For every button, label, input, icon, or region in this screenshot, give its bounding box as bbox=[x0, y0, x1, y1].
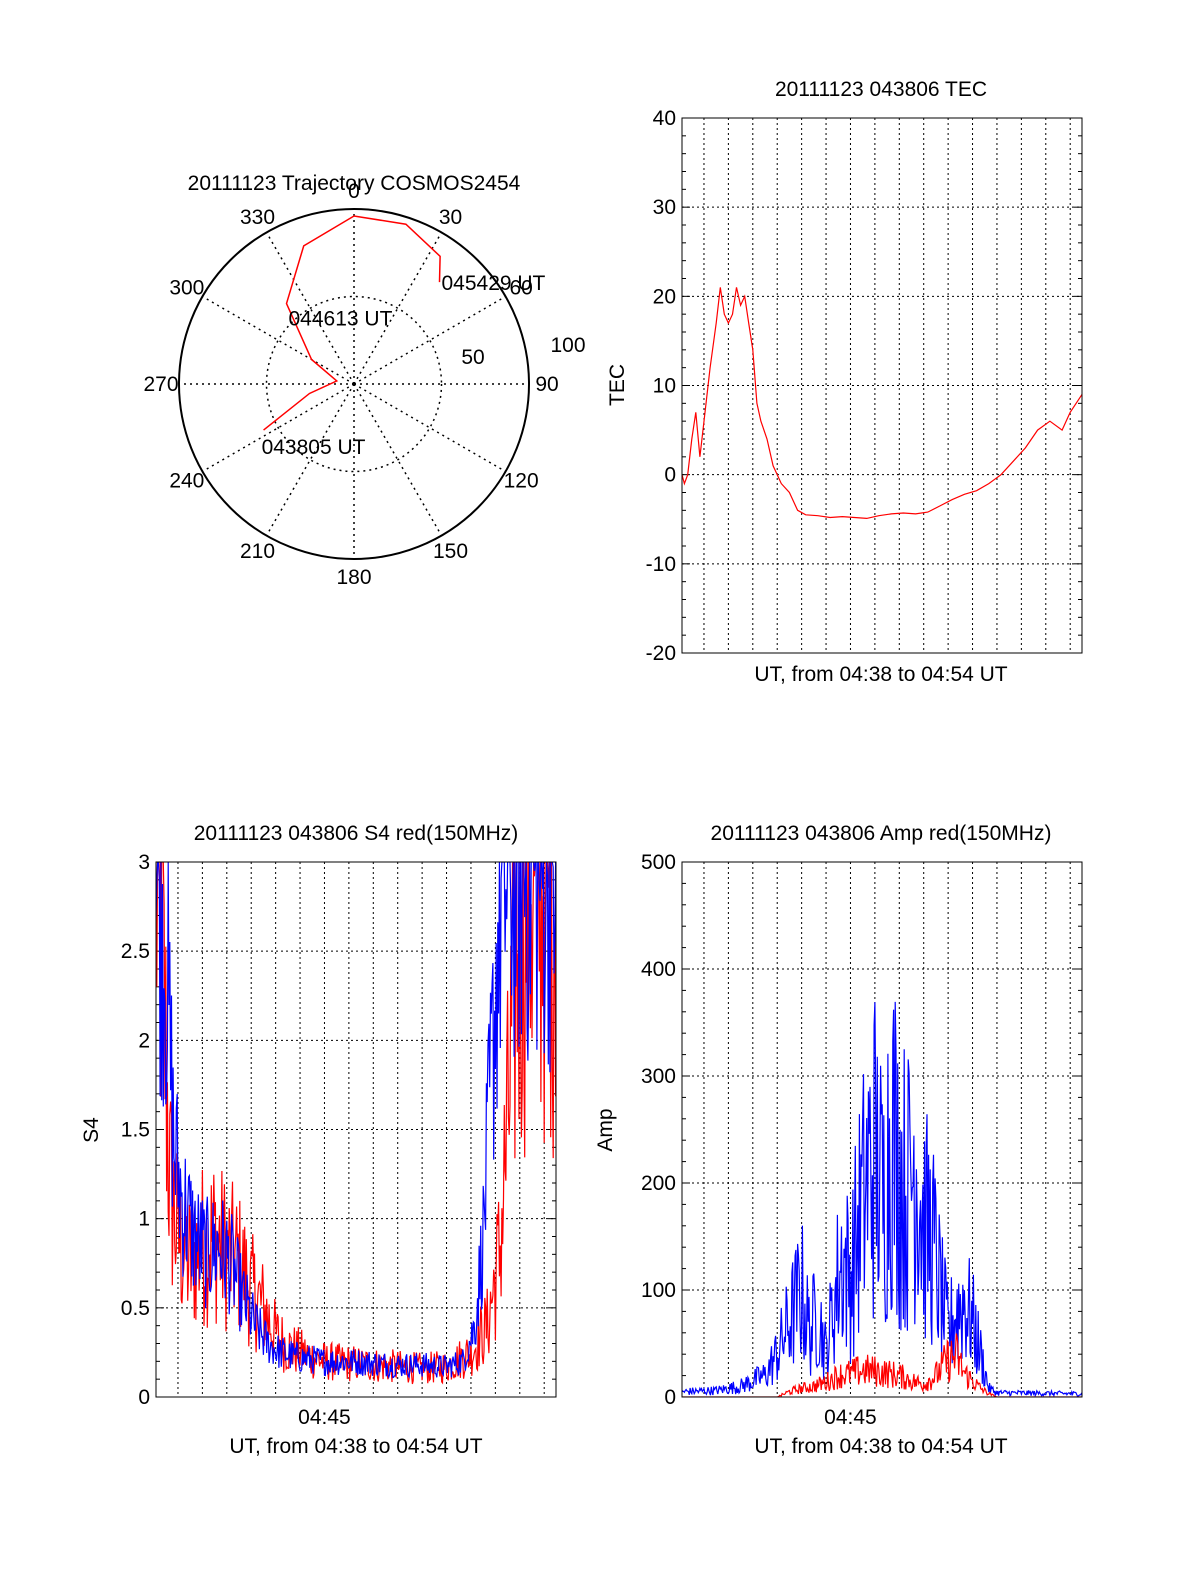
polar-angle-label: 120 bbox=[504, 470, 539, 493]
polar-angle-label: 330 bbox=[240, 206, 275, 229]
polar-radius-label: 50 bbox=[461, 346, 484, 369]
polar-trajectory-line bbox=[263, 215, 441, 431]
plot-frame bbox=[681, 117, 1083, 654]
polar-angle-label: 180 bbox=[336, 566, 371, 589]
y-tick-label: 0 bbox=[664, 464, 676, 487]
y-tick-label: 10 bbox=[653, 375, 676, 398]
polar-spoke bbox=[353, 383, 443, 536]
polar-spoke bbox=[353, 383, 506, 473]
polar-annotation-mid: 044613 UT bbox=[289, 308, 393, 331]
polar-title: 20111123 Trajectory COSMOS2454 bbox=[188, 172, 521, 195]
polar-spoke bbox=[353, 232, 443, 385]
polar-angle-label: 300 bbox=[169, 277, 204, 300]
plot-frame bbox=[681, 861, 1083, 1398]
polar-angle-label: 210 bbox=[240, 540, 275, 563]
s4-title: 20111123 043806 S4 red(150MHz) bbox=[194, 822, 519, 845]
polar-angle-label: 60 bbox=[509, 277, 532, 300]
polar-angle-label: 240 bbox=[169, 470, 204, 493]
polar-radius-label: 100 bbox=[550, 334, 585, 357]
s4-plot: 20111123 043806 S4 red(150MHz) UT, from … bbox=[80, 822, 557, 1458]
y-tick-label: 2.5 bbox=[121, 940, 150, 963]
polar-angle-label: 90 bbox=[535, 373, 558, 396]
series-line-red bbox=[682, 287, 1082, 520]
s4-xlabel: UT, from 04:38 to 04:54 UT bbox=[229, 1435, 482, 1458]
amp-xlabel: UT, from 04:38 to 04:54 UT bbox=[754, 1435, 1007, 1458]
polar-spoke bbox=[353, 295, 506, 385]
y-tick-label: 20 bbox=[653, 285, 676, 308]
y-tick-label: 0.5 bbox=[121, 1297, 150, 1320]
y-tick-label: 200 bbox=[641, 1172, 676, 1195]
x-tick-label: 04:45 bbox=[824, 1406, 877, 1429]
series-line-red bbox=[682, 1333, 1082, 1397]
polar-spoke bbox=[265, 232, 355, 385]
polar-trajectory-plot: 20111123 Trajectory COSMOS2454 0 30 60 90 12… bbox=[143, 172, 585, 589]
y-tick-label: 0 bbox=[664, 1386, 676, 1409]
s4-ylabel: S4 bbox=[80, 1117, 103, 1143]
y-tick-label: 400 bbox=[641, 958, 676, 981]
y-tick-label: 40 bbox=[653, 107, 676, 130]
tec-ylabel: TEC bbox=[606, 364, 629, 406]
series-line-blue bbox=[682, 1001, 1082, 1397]
tec-xlabel: UT, from 04:38 to 04:54 UT bbox=[754, 663, 1007, 686]
y-tick-label: 2 bbox=[138, 1029, 150, 1052]
polar-annotation-start: 043805 UT bbox=[262, 436, 366, 459]
amp-ylabel: Amp bbox=[594, 1108, 617, 1151]
tec-plot: 20111123 043806 TEC UT, from 04:38 to 04… bbox=[606, 78, 1083, 686]
polar-angle-label: 270 bbox=[143, 373, 178, 396]
y-tick-label: 100 bbox=[641, 1279, 676, 1302]
y-tick-label: 30 bbox=[653, 196, 676, 219]
amp-plot: 20111123 043806 Amp red(150MHz) UT, from… bbox=[594, 822, 1083, 1458]
polar-spoke bbox=[265, 383, 355, 536]
polar-angle-label: 0 bbox=[348, 180, 360, 203]
polar-spoke bbox=[202, 383, 355, 473]
polar-angle-label: 150 bbox=[433, 540, 468, 563]
y-tick-label: 500 bbox=[641, 851, 676, 874]
y-tick-label: 0 bbox=[138, 1386, 150, 1409]
polar-annotation-end: 045429 UT bbox=[441, 272, 545, 295]
polar-spoke bbox=[202, 295, 355, 385]
y-tick-label: -20 bbox=[646, 642, 676, 665]
polar-elevation-ring bbox=[265, 295, 443, 473]
x-tick-label: 04:45 bbox=[298, 1406, 351, 1429]
y-tick-label: 1.5 bbox=[121, 1119, 150, 1142]
y-tick-label: -10 bbox=[646, 553, 676, 576]
amp-title: 20111123 043806 Amp red(150MHz) bbox=[711, 822, 1052, 845]
plot-frame bbox=[155, 861, 557, 1398]
y-tick-label: 300 bbox=[641, 1065, 676, 1088]
y-tick-label: 3 bbox=[138, 851, 150, 874]
series-line-blue bbox=[156, 862, 556, 1379]
y-tick-label: 1 bbox=[138, 1208, 150, 1231]
tec-title: 20111123 043806 TEC bbox=[775, 78, 987, 101]
polar-angle-label: 30 bbox=[439, 206, 462, 229]
